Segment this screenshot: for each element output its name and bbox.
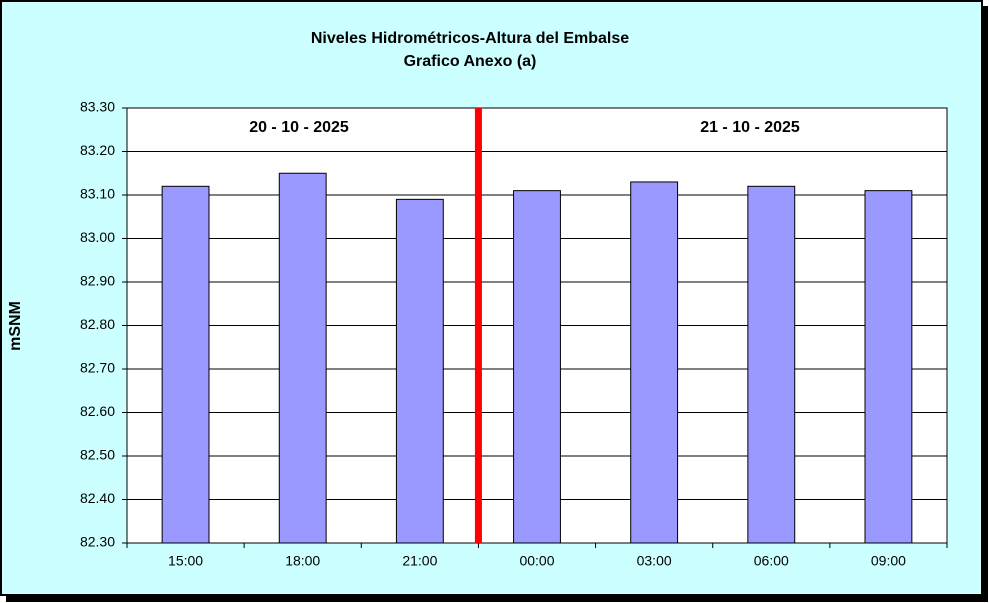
y-tick-label: 82.80 — [80, 316, 115, 332]
y-tick-label: 83.10 — [80, 186, 115, 202]
y-tick-label: 82.40 — [80, 490, 115, 506]
bar — [161, 185, 210, 544]
bar — [747, 185, 796, 544]
y-tick-label: 82.50 — [80, 447, 115, 463]
y-axis-label: mSNM — [7, 301, 24, 351]
y-tick-label: 82.90 — [80, 273, 115, 289]
y-tick-label: 83.00 — [80, 229, 115, 245]
chart-title: Niveles Hidrométricos-Altura del Embalse — [311, 30, 629, 47]
x-tick-label: 03:00 — [637, 553, 672, 569]
chart-subtitle: Grafico Anexo (a) — [404, 53, 537, 70]
y-tick-label: 83.30 — [80, 99, 115, 115]
bar — [395, 198, 444, 544]
y-tick-label: 83.20 — [80, 142, 115, 158]
x-tick-label: 18:00 — [285, 553, 320, 569]
y-tick-label: 82.60 — [80, 403, 115, 419]
bar — [278, 172, 327, 544]
y-tick-label: 82.70 — [80, 360, 115, 376]
bar — [513, 190, 561, 544]
bar — [630, 181, 679, 544]
x-tick-label: 15:00 — [168, 553, 203, 569]
date-annotation: 21 - 10 - 2025 — [700, 119, 800, 136]
x-tick-label: 06:00 — [754, 553, 789, 569]
bar — [864, 190, 913, 544]
x-tick-label: 09:00 — [871, 553, 906, 569]
y-tick-label: 82.30 — [80, 534, 115, 550]
x-tick-label: 21:00 — [402, 553, 437, 569]
x-tick-label: 00:00 — [519, 553, 554, 569]
date-annotation: 20 - 10 - 2025 — [249, 119, 349, 136]
